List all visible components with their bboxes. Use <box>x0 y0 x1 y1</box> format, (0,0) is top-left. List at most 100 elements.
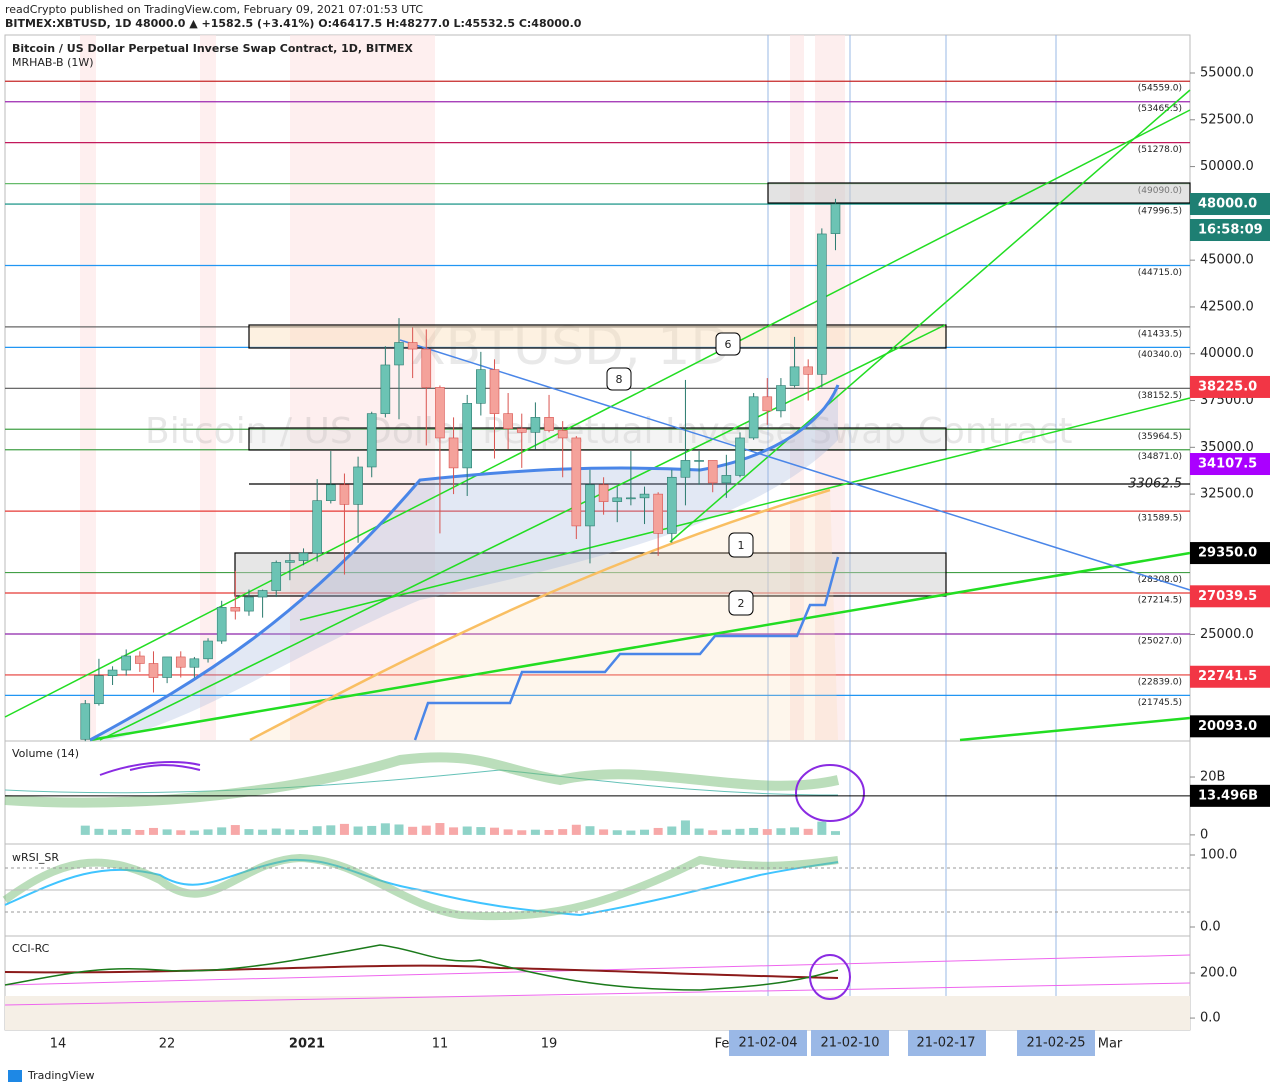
volume-bar <box>258 829 268 835</box>
candle-body <box>462 403 473 469</box>
x-tick-label: Fe <box>715 1037 730 1052</box>
volume-bar <box>626 830 636 835</box>
indicator-areas <box>90 385 838 740</box>
y-tick-label: 0.0 <box>1200 1011 1221 1026</box>
candle-body <box>666 476 677 534</box>
x-tick-label: 21-02-17 <box>916 1036 975 1051</box>
volume-bar <box>735 828 745 835</box>
volume-bar <box>680 820 690 835</box>
volume-bar <box>176 830 186 835</box>
volume-bar <box>299 829 309 835</box>
candle-body <box>817 233 827 375</box>
volume-bar <box>694 828 704 835</box>
price-badge-label: 20093.0 <box>1198 719 1257 734</box>
level-label: (25027.0) <box>1138 636 1182 646</box>
price-badge <box>1190 193 1270 216</box>
published: readCrypto published on TradingView.com,… <box>5 3 423 16</box>
volume-bar <box>708 830 718 835</box>
volume-bar <box>162 829 172 835</box>
pane-title: CCI-RC <box>12 942 50 955</box>
volume-bar <box>271 828 281 835</box>
candle-body <box>435 387 445 439</box>
candle-body <box>707 460 718 484</box>
volume-bar <box>803 828 813 835</box>
volume-bar <box>776 828 786 835</box>
candle-body <box>203 640 213 660</box>
volume-bar <box>585 826 595 835</box>
annotation: 2 <box>738 597 745 610</box>
chart-title: Bitcoin / US Dollar Perpetual Inverse Sw… <box>12 42 413 55</box>
candle-body <box>557 430 568 439</box>
y-tick-label: 40000.0 <box>1200 346 1254 361</box>
candle-body <box>189 658 200 668</box>
x-tick-label: 21-02-04 <box>738 1036 797 1051</box>
volume-bar <box>640 829 650 835</box>
candle-body <box>735 437 745 476</box>
candle-body <box>298 552 309 561</box>
countdown-badge <box>1190 219 1270 242</box>
candle-body <box>503 413 513 429</box>
footer: TradingView <box>27 1069 94 1082</box>
price-badge-label: 27039.5 <box>1198 589 1257 604</box>
candle-body <box>230 607 241 612</box>
candle-body <box>803 366 814 375</box>
level-label: (51278.0) <box>1138 145 1182 155</box>
volume-bar <box>217 827 227 835</box>
level-label: (40340.0) <box>1138 350 1182 360</box>
candle-body <box>257 590 268 598</box>
level-label: (31589.5) <box>1138 514 1182 524</box>
candle-body <box>135 655 145 664</box>
volume-bar <box>667 826 677 835</box>
candle-body <box>312 500 322 554</box>
volume-badge <box>1190 784 1270 807</box>
volume-bar <box>408 826 418 835</box>
volume-bar <box>394 824 404 835</box>
chart-subtitle: MRHAB-B (1W) <box>12 56 94 69</box>
volume-bar <box>612 830 622 835</box>
volume-bar <box>489 827 499 835</box>
countdown: 16:58:09 <box>1198 223 1263 238</box>
candle-body <box>789 366 800 386</box>
y-tick-label: 25000.0 <box>1200 627 1254 642</box>
annotation: 6 <box>725 338 732 351</box>
candle-body <box>653 493 663 534</box>
price-badge-label: 22741.5 <box>1198 669 1257 684</box>
candle-body <box>694 460 704 462</box>
y-tick-label: 100.0 <box>1200 848 1237 863</box>
price-badge <box>1190 715 1270 738</box>
candle-body <box>121 655 131 671</box>
volume-bar <box>380 823 390 835</box>
volume-bar <box>462 826 472 835</box>
volume-bar <box>449 827 459 835</box>
price-badge <box>1190 542 1270 565</box>
candle-body <box>366 413 377 468</box>
volume-bar <box>108 829 118 835</box>
candle-body <box>571 437 582 527</box>
price-badge-label: 48000.0 <box>1198 197 1257 212</box>
volume-bar <box>435 823 445 835</box>
level-label: (22839.0) <box>1138 677 1182 687</box>
y-tick-label: 50000.0 <box>1200 159 1254 174</box>
volume-bar <box>817 821 827 835</box>
volume-bar <box>312 826 322 835</box>
candle-body <box>639 493 650 499</box>
candle-body <box>762 396 773 412</box>
volume-bar <box>285 829 295 835</box>
candle-body <box>530 417 541 433</box>
level-label: (54559.0) <box>1138 84 1182 94</box>
volume-bar <box>326 825 336 835</box>
candle-body <box>353 466 363 505</box>
annotation: 33062.5 <box>1128 477 1182 492</box>
volume-bar <box>121 829 131 835</box>
price-badge <box>1190 375 1270 398</box>
candle-body <box>407 342 418 350</box>
price-badge <box>1190 665 1270 688</box>
pane-title: Volume (14) <box>12 747 79 760</box>
x-tick-label: 11 <box>432 1037 449 1052</box>
session-bands <box>80 35 845 740</box>
x-tick-label: 14 <box>50 1037 67 1052</box>
volume-bar <box>721 829 731 835</box>
y-tick-label: 45000.0 <box>1200 253 1254 268</box>
